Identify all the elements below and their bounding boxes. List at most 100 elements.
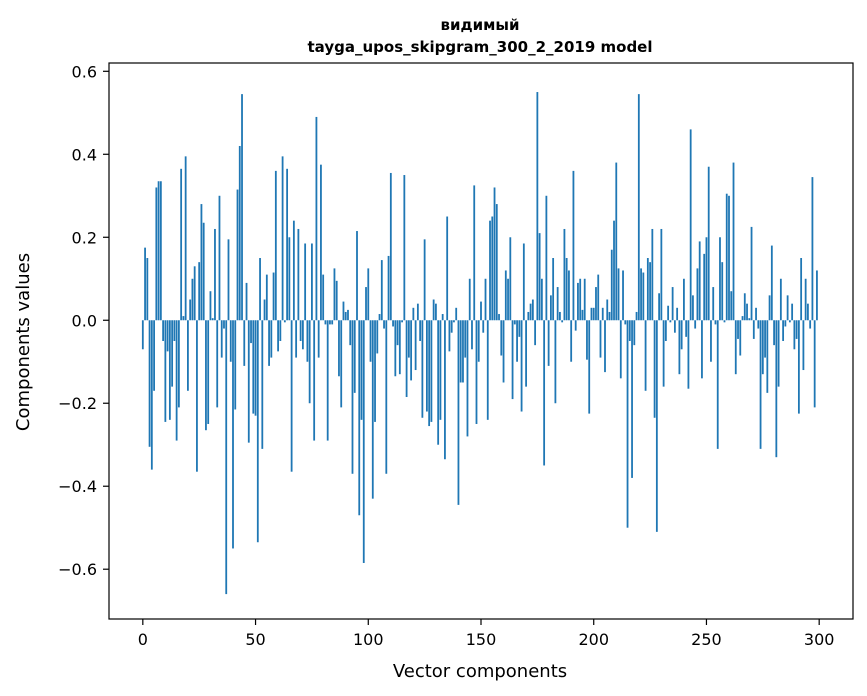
bar xyxy=(177,320,180,408)
bar xyxy=(748,318,751,321)
bar xyxy=(766,320,769,393)
bar xyxy=(707,166,710,321)
bar xyxy=(175,320,178,441)
bar xyxy=(207,320,210,424)
bar xyxy=(196,320,198,472)
bar xyxy=(394,320,397,377)
bar xyxy=(412,307,415,321)
bar xyxy=(419,320,422,341)
bar xyxy=(455,307,458,321)
bar xyxy=(279,320,282,341)
bar xyxy=(579,278,582,321)
bar xyxy=(141,320,144,350)
bar xyxy=(725,193,728,321)
bar xyxy=(286,168,289,321)
bar xyxy=(157,181,160,321)
bar xyxy=(466,320,469,437)
bar xyxy=(288,237,291,321)
bar xyxy=(374,320,376,422)
bar xyxy=(570,320,573,362)
bar xyxy=(770,245,773,321)
bar xyxy=(250,320,252,344)
bar xyxy=(491,216,494,321)
bar xyxy=(171,320,174,387)
bar xyxy=(534,320,537,346)
y-axis-ticks: −0.6 −0.4 −0.2 0.0 0.2 0.4 0.6 xyxy=(58,62,109,579)
bar xyxy=(489,220,491,321)
bar xyxy=(590,307,593,321)
y-tick-label: 0.4 xyxy=(72,145,97,164)
bar xyxy=(326,320,329,441)
bar xyxy=(189,299,192,321)
bar xyxy=(247,320,250,443)
bar xyxy=(658,293,661,321)
bar xyxy=(344,311,347,321)
bar xyxy=(259,258,261,321)
bar xyxy=(782,320,785,341)
bar xyxy=(777,320,780,387)
bar xyxy=(739,320,742,356)
bar xyxy=(561,320,564,323)
bar xyxy=(480,301,482,321)
bar xyxy=(351,320,354,474)
bar xyxy=(721,262,724,321)
bar xyxy=(457,320,460,505)
bar xyxy=(500,320,503,356)
bar xyxy=(608,311,611,321)
bar xyxy=(655,320,658,532)
bar xyxy=(586,320,588,360)
bar xyxy=(462,320,464,383)
bar xyxy=(516,320,518,362)
bar xyxy=(495,204,498,321)
bar xyxy=(597,274,600,321)
bar xyxy=(511,320,514,400)
bar xyxy=(592,307,595,321)
bar xyxy=(563,228,566,321)
y-tick-label: 0.2 xyxy=(72,228,97,247)
bar xyxy=(750,226,753,321)
bar xyxy=(471,320,473,350)
bar xyxy=(301,320,304,350)
bar xyxy=(356,231,358,321)
bar xyxy=(784,320,787,327)
bar xyxy=(216,320,219,408)
bar xyxy=(444,320,446,460)
bar xyxy=(703,253,706,321)
bar xyxy=(669,320,672,323)
bar xyxy=(238,145,241,321)
bar xyxy=(732,162,735,321)
bar xyxy=(712,287,715,321)
bar xyxy=(791,303,794,321)
bar xyxy=(565,258,568,321)
bar xyxy=(728,195,730,321)
bar xyxy=(543,320,546,466)
bar xyxy=(277,320,279,352)
bar xyxy=(624,320,627,325)
bar xyxy=(180,168,183,321)
bar xyxy=(813,320,816,408)
bar xyxy=(317,320,320,358)
bar xyxy=(360,320,363,420)
bar xyxy=(274,170,277,321)
bar xyxy=(329,320,331,325)
bar xyxy=(324,320,327,325)
bar xyxy=(507,278,509,321)
bar xyxy=(761,320,764,375)
bar xyxy=(610,249,613,321)
bar xyxy=(574,320,577,331)
bar xyxy=(547,320,550,366)
bar xyxy=(764,320,766,358)
bar xyxy=(757,320,760,329)
bar xyxy=(144,247,146,321)
bar xyxy=(283,320,286,323)
bar xyxy=(430,320,433,422)
bar xyxy=(676,307,679,321)
bar xyxy=(398,320,401,375)
bar xyxy=(615,162,618,321)
bar xyxy=(502,320,505,383)
bar xyxy=(209,291,212,321)
bar xyxy=(320,164,322,321)
bar xyxy=(583,278,586,321)
bar xyxy=(358,320,361,516)
bar xyxy=(577,282,579,321)
